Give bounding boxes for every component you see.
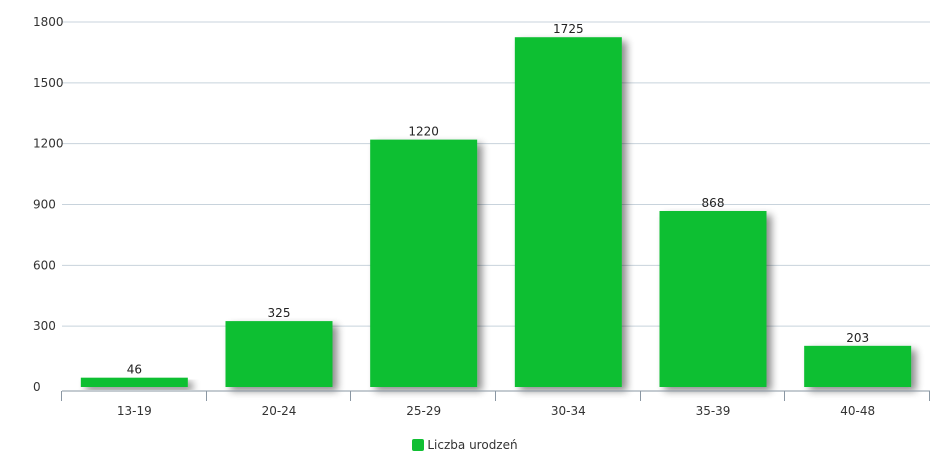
legend-item[interactable]: Liczba urodzeń — [412, 438, 518, 452]
x-tick-label: 13-19 — [117, 404, 152, 418]
x-tick-label: 35-39 — [696, 404, 731, 418]
data-label: 1725 — [553, 22, 584, 36]
bar[interactable] — [225, 321, 333, 387]
x-tick-label: 25-29 — [406, 404, 441, 418]
bars — [80, 37, 912, 387]
y-axis-ticks: 0 300 600 900 1200 1500 1800 — [33, 15, 64, 394]
bar[interactable] — [804, 345, 912, 387]
legend-label: Liczba urodzeń — [427, 438, 518, 452]
x-axis: 13-19 20-24 25-29 30-34 35-39 40-48 — [61, 390, 930, 418]
bar[interactable] — [659, 210, 767, 387]
legend-swatch — [412, 439, 425, 451]
bar[interactable] — [370, 139, 478, 387]
data-label: 46 — [127, 363, 142, 377]
data-label: 203 — [846, 331, 869, 345]
y-tick-label: 600 — [33, 258, 56, 272]
bar[interactable] — [80, 377, 188, 387]
y-tick-label: 300 — [33, 319, 56, 333]
y-tick-label: 1500 — [33, 76, 64, 90]
x-tick-label: 30-34 — [551, 404, 586, 418]
bar-chart: 0 300 600 900 1200 1500 1800 46 325 1220 1725 868 2… — [33, 15, 930, 418]
y-tick-label: 0 — [33, 380, 41, 394]
x-tick-label: 40-48 — [840, 404, 875, 418]
data-labels: 46 325 1220 1725 868 203 — [127, 22, 869, 376]
y-tick-label: 1800 — [33, 15, 64, 29]
y-tick-label: 900 — [33, 198, 56, 212]
x-tick-label: 20-24 — [262, 404, 297, 418]
y-tick-label: 1200 — [33, 137, 64, 151]
legend: Liczba urodzeń — [0, 438, 930, 454]
gridlines — [62, 21, 930, 327]
data-label: 868 — [702, 196, 725, 210]
data-label: 325 — [268, 306, 291, 320]
data-label: 1220 — [408, 125, 439, 139]
bar[interactable] — [514, 37, 622, 387]
